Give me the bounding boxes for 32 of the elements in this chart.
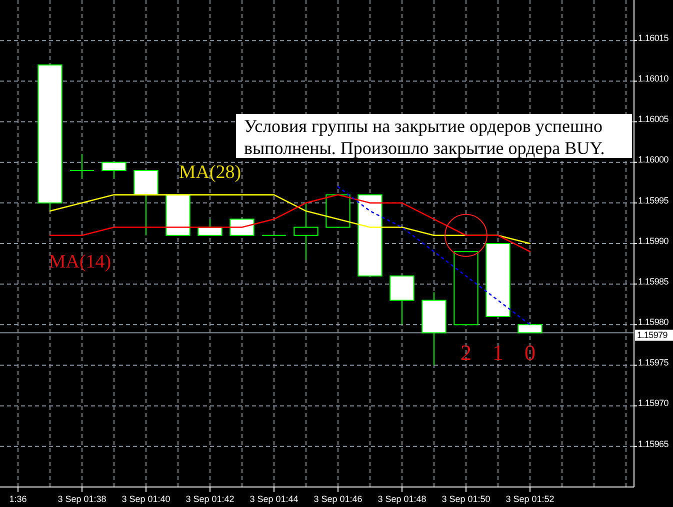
candlestick: [294, 202, 318, 260]
note-box: Условия группы на закрытие ордеров успешно выполнены. Произошло закрытие ордера BUY.: [236, 114, 632, 158]
x-tick-label: 3 Sep 01:46: [314, 494, 362, 504]
series-label: MA(14): [48, 251, 112, 272]
candlestick: [102, 162, 126, 180]
y-tick-label: 1.15980: [638, 317, 669, 328]
ref-line-label: 1.15979: [637, 330, 668, 340]
annotation: 0: [524, 340, 536, 366]
y-tick-label: 1.15965: [638, 438, 669, 449]
x-tick-label: 3 Sep 01:40: [122, 494, 170, 504]
x-tick-label: 1:36: [9, 494, 27, 504]
y-tick-label: 1.15995: [638, 195, 669, 206]
x-tick-label: 3 Sep 01:50: [442, 494, 490, 504]
x-tick-label: 3 Sep 01:48: [378, 494, 426, 504]
y-tick-label: 1.15975: [638, 358, 669, 368]
line-series: [337, 186, 531, 326]
y-tick-label: 1.16015: [638, 32, 669, 43]
series-label: MA(28): [178, 162, 242, 183]
y-tick-label: 1.16000: [638, 154, 669, 165]
annotation: 1: [492, 340, 504, 366]
candlestick: [70, 154, 94, 180]
y-tick-label: 1.16010: [638, 74, 669, 84]
x-tick-label: 3 Sep 01:38: [58, 494, 106, 504]
y-tick-label: 1.16005: [638, 114, 669, 124]
x-tick-label: 3 Sep 01:52: [506, 494, 554, 504]
candlestick: [230, 218, 254, 236]
y-tick-label: 1.15985: [638, 276, 669, 286]
x-tick-label: 3 Sep 01:44: [250, 494, 298, 504]
x-tick-label: 3 Sep 01:42: [186, 494, 234, 504]
y-tick-label: 1.15970: [638, 398, 669, 408]
y-tick-label: 1.15990: [638, 236, 669, 246]
annotation: 2: [460, 340, 472, 366]
